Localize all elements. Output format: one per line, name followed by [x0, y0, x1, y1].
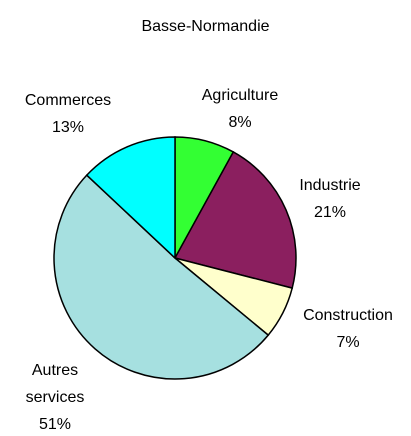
category-label: Autres services	[25, 362, 85, 406]
slice-label: Commerces 13%	[13, 87, 123, 141]
value-label: 13%	[51, 119, 85, 136]
slice-label: Autres services 51%	[20, 357, 90, 436]
slice-label: Industrie 21%	[275, 172, 385, 226]
pie-slice	[85, 136, 176, 260]
value-label: 51%	[38, 416, 72, 433]
pie-slice	[53, 174, 270, 380]
category-label: Agriculture	[201, 87, 279, 104]
slice-label: Construction 7%	[288, 302, 408, 356]
value-label: 7%	[336, 334, 360, 351]
slice-label: Agriculture 8%	[185, 82, 295, 136]
category-label: Construction	[303, 307, 393, 324]
value-label: 8%	[228, 114, 252, 131]
pie-slice	[173, 150, 297, 290]
category-label: Industrie	[299, 177, 361, 194]
value-label: 21%	[313, 204, 347, 221]
category-label: Commerces	[24, 92, 112, 109]
chart-title: Basse-Normandie	[141, 18, 270, 35]
